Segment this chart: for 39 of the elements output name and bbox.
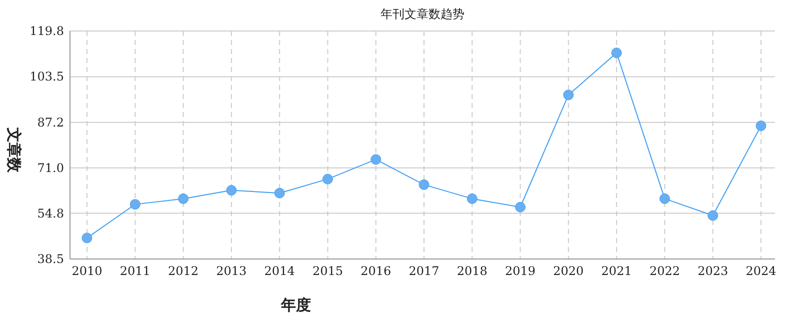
x-tick-label: 2020 xyxy=(553,264,584,278)
point xyxy=(756,120,766,132)
x-axis-title: 年度 xyxy=(280,296,311,314)
point xyxy=(178,193,189,204)
x-tick-label: 2023 xyxy=(698,264,728,278)
point xyxy=(708,210,718,221)
x-tick-label: 2021 xyxy=(601,264,632,278)
x-tick-label: 2010 xyxy=(72,264,102,278)
point xyxy=(659,193,670,204)
point xyxy=(611,48,622,58)
x-tick-label: 2024 xyxy=(746,264,777,278)
x-tick-label: 2012 xyxy=(168,264,199,278)
point xyxy=(515,202,526,212)
point xyxy=(322,174,333,184)
x-tick-label: 2017 xyxy=(408,264,440,278)
point xyxy=(82,232,92,244)
point xyxy=(130,199,140,210)
point xyxy=(563,90,574,100)
point xyxy=(370,154,382,165)
x-tick-label: 2022 xyxy=(649,264,680,278)
y-tick-label: 103.5 xyxy=(30,70,64,84)
y-tick-label: 87.2 xyxy=(37,115,64,130)
chart-title: 年刊文章数趋势 xyxy=(380,7,464,21)
y-tick-label: 71.0 xyxy=(37,160,64,175)
y-tick-label: 54.8 xyxy=(37,206,64,220)
x-tick-label: 2015 xyxy=(312,264,343,278)
y-tick-label: 38.5 xyxy=(37,252,64,266)
x-tick-label: 2013 xyxy=(216,264,247,278)
x-tick-label: 2019 xyxy=(505,264,536,278)
x-tick-label: 2011 xyxy=(120,264,150,278)
y-tick-label: 119.8 xyxy=(30,24,64,38)
point xyxy=(466,193,478,204)
x-tick-label: 2018 xyxy=(456,264,488,278)
point xyxy=(274,188,285,198)
point xyxy=(418,179,430,190)
x-tick-label: 2016 xyxy=(360,264,392,278)
x-tick-label: 2014 xyxy=(264,264,296,278)
y-axis-title: 文章数 xyxy=(5,126,23,174)
point xyxy=(226,185,237,196)
